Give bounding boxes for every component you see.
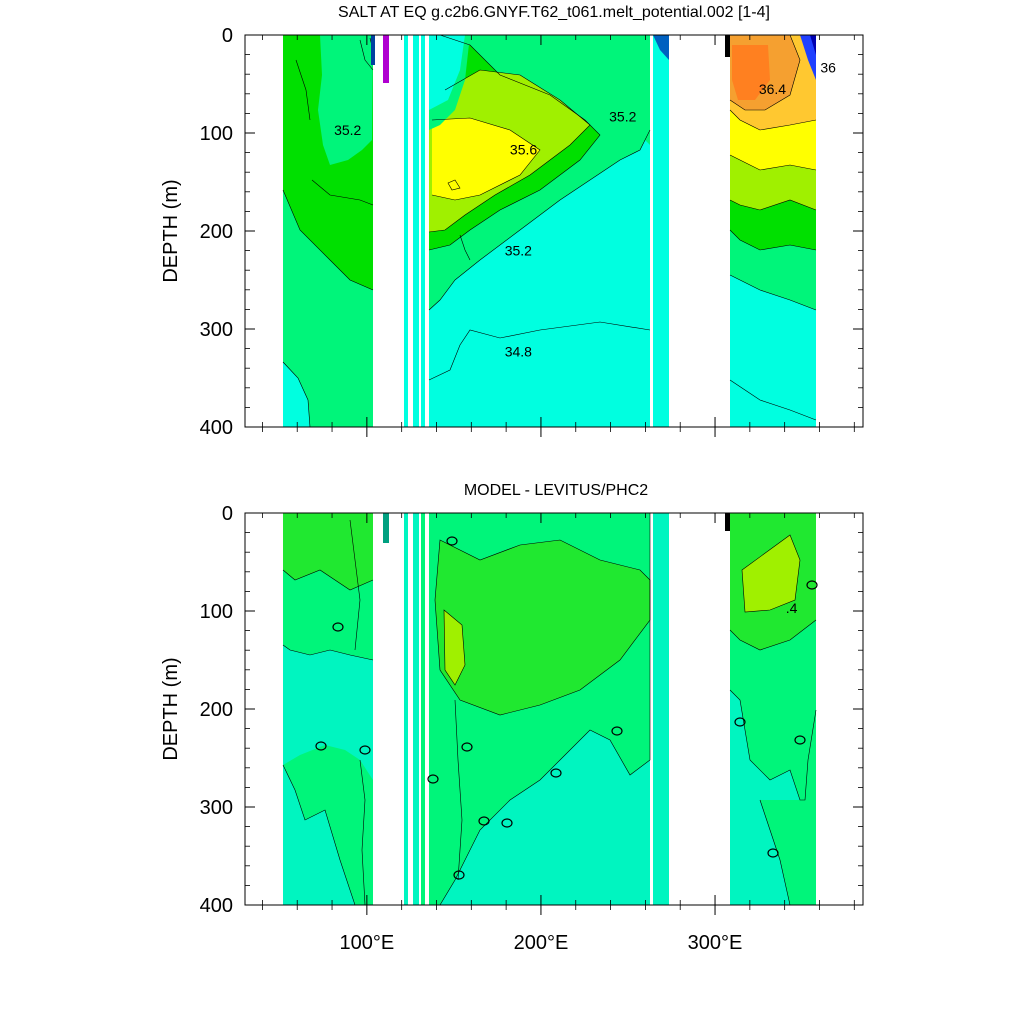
- y-tick-label: 100: [200, 601, 233, 623]
- contour-label: 36: [820, 59, 836, 75]
- contour-label: .4: [786, 600, 798, 616]
- top-pacific-field: [428, 35, 669, 427]
- top-axis-ticks: [245, 34, 863, 437]
- contour-label: 35.2: [505, 243, 532, 259]
- bottom-indian-ocean-field: [282, 513, 374, 905]
- y-tick-label: 200: [200, 221, 233, 243]
- top-maritime-strips: [383, 35, 425, 427]
- top-indian-ocean-field: [282, 35, 375, 427]
- y-tick-label: 400: [200, 895, 233, 917]
- top-plot-area: [282, 35, 817, 427]
- bottom-contour-labels: .4: [786, 600, 798, 616]
- y-tick-label: 300: [200, 797, 233, 819]
- contour-label: 36.4: [759, 81, 786, 97]
- top-contour-labels: 35.2 35.6 35.2 35.2 34.8 36.4 36: [334, 59, 836, 359]
- bottom-pacific-field: [429, 513, 669, 905]
- x-tick-label: 200°E: [514, 932, 569, 954]
- top-chart-title: SALT AT EQ g.c2b6.GNYF.T62_t061.melt_pot…: [338, 4, 770, 21]
- bottom-plot-area: [282, 513, 818, 905]
- bottom-zero-contour-ellipses: [315, 536, 818, 880]
- bottom-y-axis-label: DEPTH (m): [160, 657, 182, 760]
- top-y-axis-label: DEPTH (m): [160, 179, 182, 282]
- bottom-axis-ticks: [245, 512, 863, 915]
- bottom-chart-title: MODEL - LEVITUS/PHC2: [464, 482, 648, 499]
- y-tick-label: 300: [200, 319, 233, 341]
- bottom-maritime-strips: [383, 513, 425, 905]
- y-tick-label: 0: [222, 25, 233, 47]
- y-tick-label: 200: [200, 699, 233, 721]
- y-tick-label: 100: [200, 123, 233, 145]
- top-y-tick-labels: 0 100 200 300 400: [200, 25, 233, 439]
- contour-label: 34.8: [505, 344, 532, 360]
- bottom-x-tick-labels: 100°E 200°E 300°E: [339, 932, 742, 954]
- bottom-y-tick-labels: 0 100 200 300 400: [200, 503, 233, 917]
- contour-label: 35.6: [510, 142, 537, 158]
- x-tick-label: 100°E: [339, 932, 394, 954]
- top-atlantic-field: [725, 35, 817, 427]
- y-tick-label: 0: [222, 503, 233, 525]
- x-tick-label: 300°E: [688, 932, 743, 954]
- contour-label: 35.2: [334, 122, 361, 138]
- contour-label: 35.2: [609, 108, 636, 124]
- bottom-atlantic-field: [725, 513, 817, 905]
- y-tick-label: 400: [200, 417, 233, 439]
